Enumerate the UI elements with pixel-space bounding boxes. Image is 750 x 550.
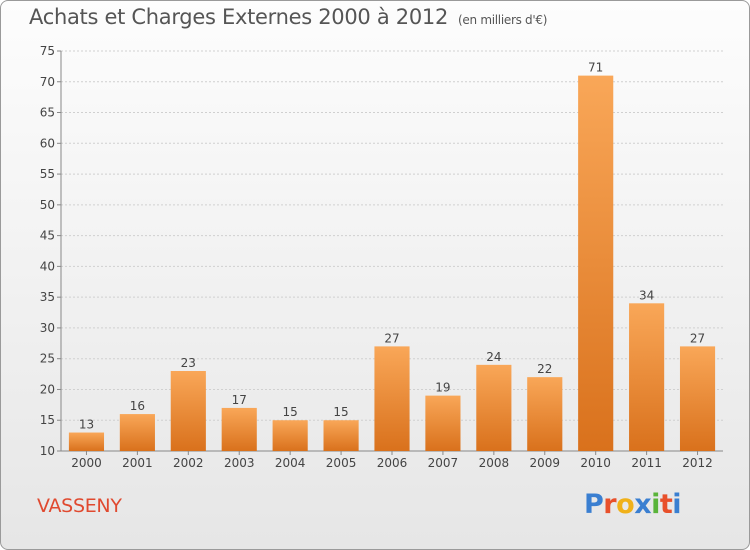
chart-unit: (en milliers d'€) (458, 13, 548, 27)
y-tick-label: 15 (40, 413, 55, 427)
proxiti-logo[interactable]: Proxiti (584, 489, 682, 520)
chart-title-text: Achats et Charges Externes 2000 à 2012 (29, 5, 449, 29)
x-tick-label: 2006 (377, 456, 408, 470)
data-label: 15 (333, 405, 348, 419)
x-tick-label: 2004 (275, 456, 306, 470)
logo-letter: r (603, 489, 617, 520)
bar (629, 303, 665, 451)
logo-letter: t (659, 489, 673, 520)
x-tick-label: 2000 (71, 456, 102, 470)
logo-letter: x (634, 489, 652, 520)
bar (272, 420, 308, 451)
commune-name: VASSENY (37, 495, 122, 517)
x-tick-label: 2011 (631, 456, 662, 470)
data-label: 23 (181, 356, 196, 370)
bar (425, 395, 461, 451)
y-tick-label: 65 (40, 106, 55, 120)
y-tick-label: 25 (40, 352, 55, 366)
data-label: 34 (639, 288, 654, 302)
data-label: 27 (690, 331, 705, 345)
bars (68, 75, 716, 451)
data-label: 15 (283, 405, 298, 419)
data-label: 71 (588, 61, 603, 75)
y-tick-label: 40 (40, 259, 55, 273)
data-label: 17 (232, 393, 247, 407)
x-tick-label: 2005 (326, 456, 357, 470)
data-label: 22 (537, 362, 552, 376)
x-tick-label: 2002 (173, 456, 204, 470)
y-tick-label: 70 (40, 75, 55, 89)
logo-letter: i (672, 489, 682, 520)
axes: 10 15 20 25 30 35 40 45 50 55 60 65 70 75 2000 2001 2002… (40, 44, 723, 470)
bar-chart: 10 15 20 25 30 35 40 45 50 55 60 65 70 75 2000 2001 2002… (40, 44, 723, 470)
chart-title: Achats et Charges Externes 2000 à 2012 (e… (29, 5, 547, 29)
x-tick-label: 2001 (122, 456, 153, 470)
data-label: 27 (384, 331, 399, 345)
logo-letter: i (651, 489, 660, 520)
y-tick-label: 35 (40, 290, 55, 304)
bar (578, 75, 614, 451)
y-tick-label: 55 (40, 167, 55, 181)
y-tick-label: 60 (40, 136, 55, 150)
bar (119, 414, 155, 451)
y-tick-label: 75 (40, 44, 55, 58)
y-tick-label: 30 (40, 321, 55, 335)
data-label: 19 (435, 381, 450, 395)
bar (170, 371, 206, 451)
data-labels: 13 16 23 17 15 15 27 19 24 22 71 34 27 (79, 61, 705, 432)
data-label: 24 (486, 350, 501, 364)
bar (374, 346, 410, 451)
logo-letter: o (616, 489, 635, 520)
bar (679, 346, 716, 451)
bar (68, 432, 105, 451)
bar (527, 377, 563, 451)
y-tick-label: 20 (40, 382, 55, 396)
data-label: 16 (130, 399, 145, 413)
y-tick-label: 45 (40, 229, 55, 243)
x-tick-label: 2008 (479, 456, 510, 470)
x-tick-label: 2007 (428, 456, 459, 470)
logo-letter: P (584, 489, 604, 520)
x-tick-label: 2009 (529, 456, 560, 470)
x-tick-label: 2003 (224, 456, 255, 470)
bar (323, 420, 359, 451)
x-tick-label: 2012 (682, 456, 713, 470)
bar (476, 364, 512, 451)
y-tick-label: 50 (40, 198, 55, 212)
data-label: 13 (79, 418, 94, 432)
y-tick-label: 10 (40, 444, 55, 458)
bar (221, 407, 257, 451)
x-tick-label: 2010 (580, 456, 611, 470)
